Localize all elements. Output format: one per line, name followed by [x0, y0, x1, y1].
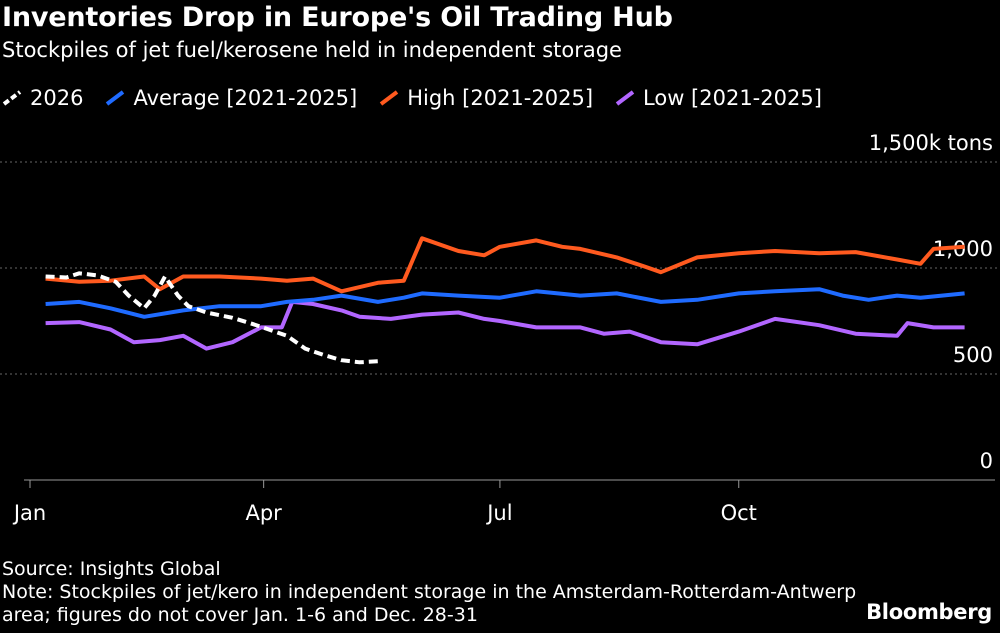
x-tick-label-jan: Jan	[12, 501, 46, 525]
chart-footer: Source: Insights Global Note: Stockpiles…	[2, 558, 862, 627]
bloomberg-logo: Bloomberg	[866, 600, 992, 624]
y-tick-label-0: 0	[980, 449, 993, 473]
legend-item-low: Low [2021-2025]	[615, 86, 822, 110]
footnote: Note: Stockpiles of jet/kero in independ…	[2, 581, 857, 626]
x-tick-label-oct: Oct	[721, 501, 757, 525]
legend-swatch-high	[379, 90, 399, 106]
legend-label-low: Low [2021-2025]	[643, 86, 822, 110]
chart-title: Inventories Drop in Europe's Oil Trading…	[2, 2, 673, 33]
series-line-high-2021-2025	[45, 236, 965, 294]
legend-label-average: Average [2021-2025]	[133, 86, 358, 110]
series-line-low-2021-2025	[45, 299, 965, 351]
y-tick-label-500: 500	[953, 343, 993, 367]
legend-item-average: Average [2021-2025]	[105, 86, 357, 110]
legend-item-high: High [2021-2025]	[379, 86, 593, 110]
legend-swatch-low	[615, 90, 635, 106]
series-line-average-2021-2025	[45, 287, 965, 319]
series-line-2026	[45, 271, 379, 365]
legend-item-2026: 2026	[2, 86, 83, 110]
x-tick-label-jul: Jul	[485, 501, 512, 525]
x-tick-label-apr: Apr	[245, 501, 282, 525]
source-note: Source: Insights Global	[2, 558, 221, 580]
legend: 2026 Average [2021-2025] High [2021-2025…	[2, 86, 822, 110]
legend-label-2026: 2026	[30, 86, 84, 110]
legend-swatch-2026	[2, 90, 22, 106]
chart-subtitle: Stockpiles of jet fuel/kerosene held in …	[2, 38, 622, 62]
legend-swatch-average	[105, 90, 125, 106]
y-unit-label: 1,500k tons	[869, 131, 993, 155]
legend-label-high: High [2021-2025]	[407, 86, 594, 110]
